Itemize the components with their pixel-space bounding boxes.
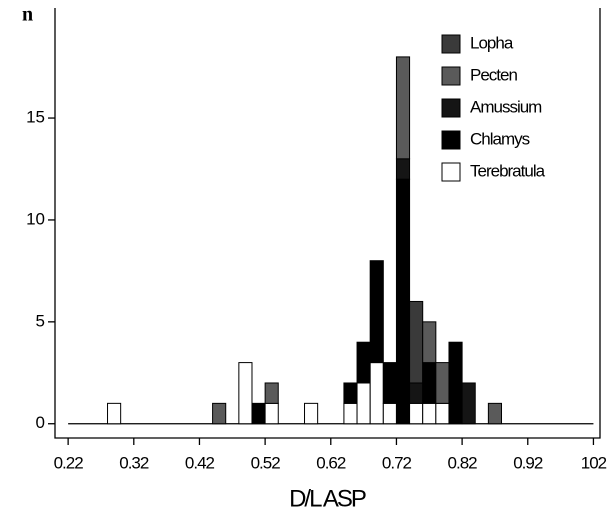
bar [395, 158, 411, 180]
x-tick-label: 0.32 [119, 453, 149, 472]
bar [264, 402, 279, 425]
x-tick-label: 0.62 [316, 453, 346, 472]
bar [382, 362, 397, 404]
bar [435, 402, 450, 425]
bar [487, 402, 503, 425]
legend-swatch [441, 162, 461, 182]
bar [251, 402, 266, 425]
bar [448, 341, 463, 425]
bar [422, 402, 437, 425]
bar [369, 260, 384, 364]
axis-frame [54, 8, 601, 439]
bar [409, 382, 424, 404]
bar [461, 382, 476, 425]
legend-swatch [441, 34, 461, 54]
legend-swatch [441, 130, 461, 150]
legend-label: Lopha [470, 33, 514, 52]
x-tick-label: 0.82 [448, 453, 478, 472]
bar [356, 382, 371, 425]
bar [422, 362, 437, 404]
x-axis-label: D/L ASP [289, 485, 366, 512]
bar [343, 382, 358, 404]
bar [422, 321, 437, 364]
legend-label: Chlamys [470, 129, 530, 148]
bar [395, 178, 411, 425]
y-tick-label: 10 [26, 209, 45, 228]
y-tick-label: 0 [36, 413, 45, 432]
bar [212, 402, 227, 425]
bar [409, 300, 424, 384]
legend-label: Terebratula [470, 161, 546, 180]
legend-label: Pecten [470, 65, 517, 84]
x-tick-label: 102 [581, 453, 607, 472]
bar [435, 362, 450, 404]
x-tick-label: 0.22 [54, 453, 84, 472]
bar [304, 402, 319, 425]
y-tick-label: 5 [36, 311, 45, 330]
bar [382, 402, 397, 425]
y-tick-label: 15 [26, 108, 45, 127]
x-tick-label: 0.52 [251, 453, 281, 472]
y-axis-label: n [22, 4, 33, 26]
bar [107, 402, 122, 425]
bar [356, 341, 371, 384]
legend-label: Amussium [470, 97, 542, 116]
x-tick-label: 0.72 [382, 453, 412, 472]
legend-swatch [441, 98, 461, 118]
bar [264, 382, 279, 404]
x-tick-label: 0.42 [185, 453, 215, 472]
bar [343, 402, 358, 425]
legend-swatch [441, 66, 461, 86]
bar [369, 362, 384, 425]
bar [395, 56, 411, 160]
x-tick-label: 0.92 [513, 453, 543, 472]
bar [238, 362, 253, 425]
bar [409, 402, 424, 425]
